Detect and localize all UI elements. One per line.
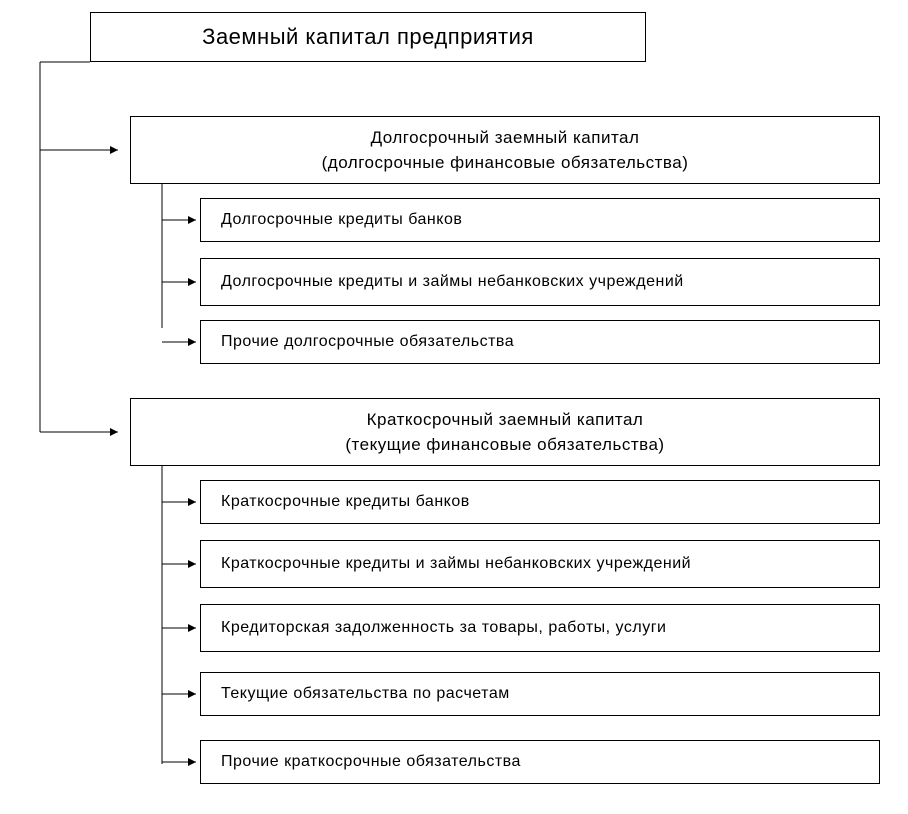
item-box-longterm-2: Прочие долгосрочные обязательства xyxy=(200,320,880,364)
diagram-canvas: Заемный капитал предприятия Долгосрочный … xyxy=(0,0,908,814)
item-box-shortterm-4: Прочие краткосрочные обязательства xyxy=(200,740,880,784)
item-box-longterm-1: Долгосрочные кредиты и займы небанковски… xyxy=(200,258,880,306)
category-title-line2: (долгосрочные финансовые обязательства) xyxy=(322,150,689,176)
category-title-line1: Краткосрочный заемный капитал xyxy=(345,407,664,433)
root-box: Заемный капитал предприятия xyxy=(90,12,646,62)
item-box-shortterm-3: Текущие обязательства по расчетам xyxy=(200,672,880,716)
category-box-longterm: Долгосрочный заемный капитал(долгосрочны… xyxy=(130,116,880,184)
item-box-shortterm-2: Кредиторская задолженность за товары, ра… xyxy=(200,604,880,652)
category-title-line2: (текущие финансовые обязательства) xyxy=(345,432,664,458)
category-title-line1: Долгосрочный заемный капитал xyxy=(322,125,689,151)
item-box-shortterm-1: Краткосрочные кредиты и займы небанковск… xyxy=(200,540,880,588)
item-box-longterm-0: Долгосрочные кредиты банков xyxy=(200,198,880,242)
category-box-shortterm: Краткосрочный заемный капитал(текущие фи… xyxy=(130,398,880,466)
item-box-shortterm-0: Краткосрочные кредиты банков xyxy=(200,480,880,524)
